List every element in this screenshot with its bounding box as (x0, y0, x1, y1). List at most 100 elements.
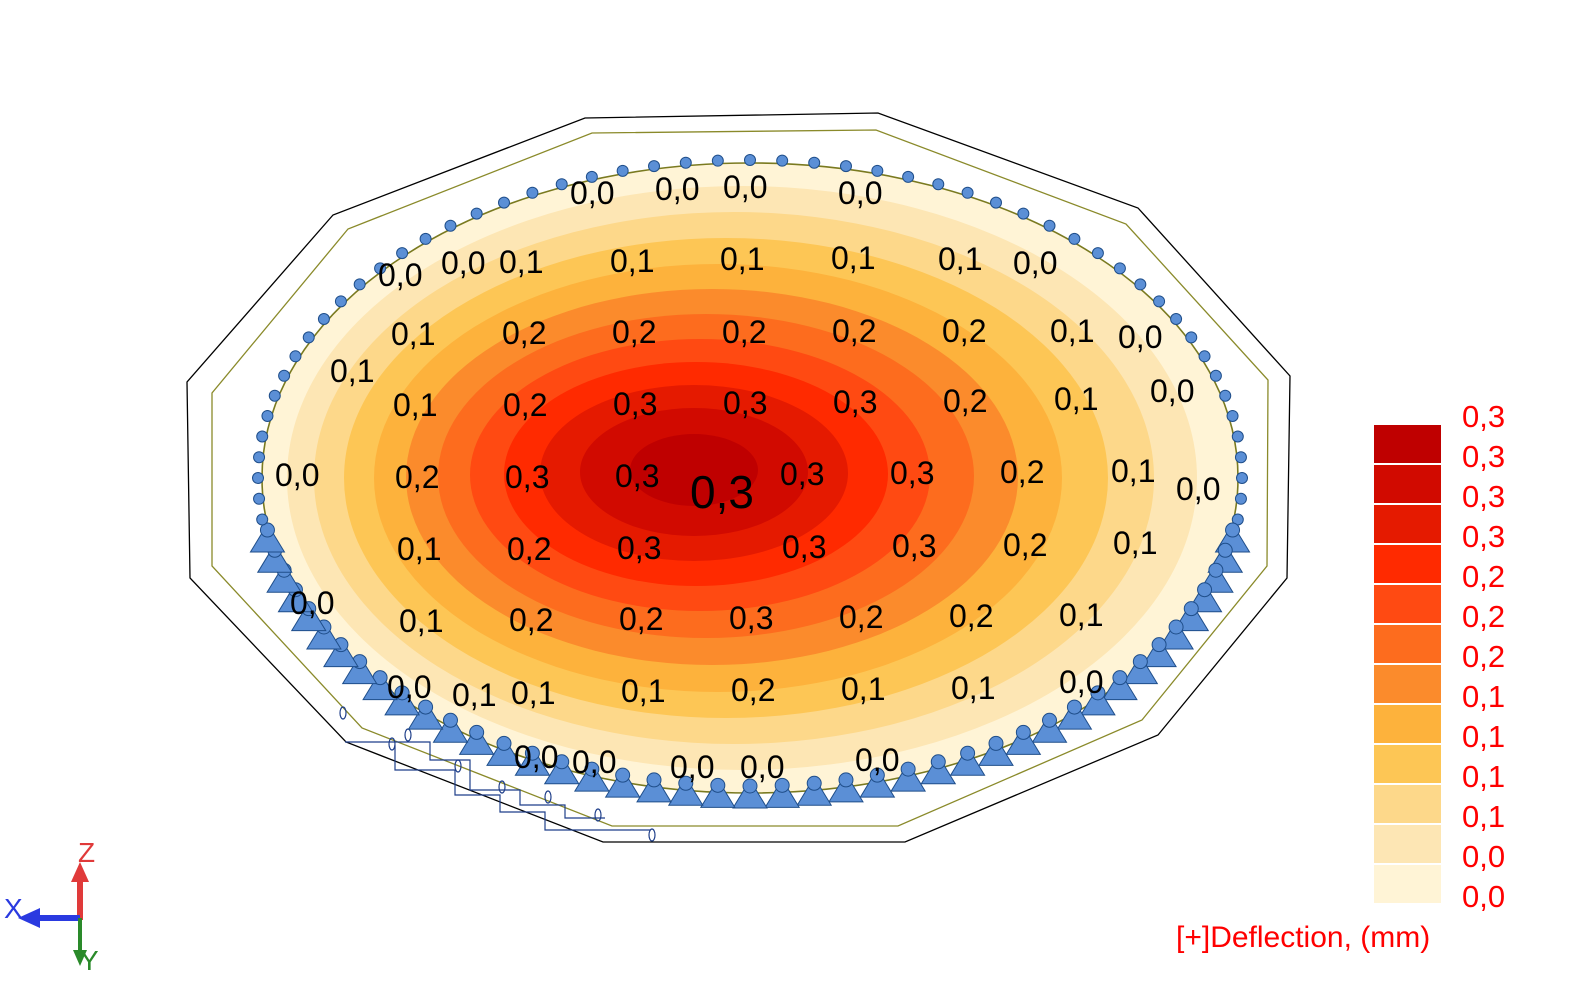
contour-label: 0,2 (942, 313, 986, 349)
contour-label: 0,2 (949, 598, 993, 634)
legend-swatch (1374, 625, 1441, 663)
support-marker (604, 767, 641, 798)
support-marker (555, 178, 568, 191)
contour-label: 0,1 (610, 243, 654, 279)
legend-label: 0,3 (1462, 439, 1506, 474)
axis-triad: Z X Y (4, 837, 99, 975)
support-marker (458, 724, 495, 755)
legend-label: 0,1 (1462, 759, 1506, 794)
contour-label: 0,2 (503, 387, 547, 423)
support-marker (949, 745, 986, 776)
contour-label: 0,2 (612, 314, 656, 350)
contour-label: 0,1 (1113, 525, 1157, 561)
legend-swatch (1374, 865, 1441, 903)
support-marker (1170, 313, 1183, 325)
support-marker (1185, 331, 1198, 344)
contour-label: 0,1 (621, 673, 665, 709)
support-marker (253, 451, 266, 464)
support-marker (268, 389, 281, 402)
support-marker (808, 156, 821, 169)
support-marker (302, 331, 315, 344)
legend-label: 0,1 (1462, 679, 1506, 714)
support-marker (859, 767, 896, 798)
support-marker (374, 262, 387, 275)
contour-label: 0,1 (1054, 381, 1098, 417)
contour-label: 0,3 (780, 456, 824, 492)
contour-label: 0,1 (938, 241, 982, 277)
legend-swatch (1374, 745, 1441, 783)
contour-label: 0,3 (890, 455, 934, 491)
legend-label: 0,2 (1462, 559, 1506, 594)
contour-label: 0,3 (615, 458, 659, 494)
deflection-contours (262, 163, 1238, 793)
support-markers (249, 154, 1251, 809)
legend-title: [+]Deflection, (mm) (1176, 921, 1431, 954)
support-marker (764, 777, 801, 808)
support-marker (470, 207, 483, 220)
support-marker (249, 522, 286, 553)
contour-label: 0,1 (841, 671, 885, 707)
support-marker (278, 369, 291, 382)
support-marker (1158, 619, 1194, 650)
contour-label: 0,1 (511, 675, 555, 711)
contour-label: 0,3 (729, 600, 773, 636)
support-marker (990, 196, 1002, 209)
support-marker (432, 712, 469, 743)
contour-label: 0,0 (723, 169, 767, 205)
support-marker (1219, 389, 1232, 402)
support-marker (890, 761, 927, 792)
legend-swatch (1374, 425, 1441, 463)
contour-label: 0,2 (832, 313, 876, 349)
support-marker (498, 196, 510, 209)
legend-swatch (1374, 785, 1441, 823)
support-marker (1091, 247, 1104, 260)
support-marker (1068, 232, 1081, 245)
contour-label: 0,0 (378, 257, 422, 293)
support-marker (1226, 409, 1239, 422)
support-marker (828, 772, 864, 803)
support-marker (1080, 685, 1116, 716)
support-marker (871, 164, 884, 177)
contour-label: 0,0 (290, 585, 334, 621)
contour-label: 0,3 (782, 529, 826, 565)
contour-label: 0,1 (951, 670, 995, 706)
support-marker (616, 164, 629, 177)
legend-swatch (1374, 585, 1441, 623)
support-marker (920, 754, 957, 785)
legend-swatch (1374, 665, 1441, 703)
support-marker (978, 735, 1014, 766)
support-marker (776, 154, 789, 167)
support-marker (384, 685, 420, 716)
contour-label: 0,1 (1111, 453, 1155, 489)
legend-label: 0,1 (1462, 719, 1506, 754)
support-marker (444, 219, 457, 232)
legend-label: 0,3 (1462, 519, 1506, 554)
support-marker (526, 186, 539, 199)
contour-label: 0,0 (572, 744, 616, 780)
legend-swatch (1374, 825, 1441, 863)
contour-label: 0,2 (839, 599, 883, 635)
support-marker (1234, 492, 1247, 505)
y-axis-arrowhead (73, 950, 87, 966)
support-marker (1043, 219, 1056, 232)
support-marker (396, 247, 409, 260)
contour-label: 0,0 (670, 749, 714, 785)
contour-label: 0,0 (387, 669, 431, 705)
contour-label: 0,1 (831, 240, 875, 276)
support-marker (636, 772, 672, 803)
legend-swatch (1374, 465, 1441, 503)
contour-label: 0,3 (833, 384, 877, 420)
legend-swatch (1374, 705, 1441, 743)
support-marker (289, 350, 302, 363)
contour-label: 0,0 (1176, 471, 1220, 507)
contour-label: 0,0 (1059, 664, 1103, 700)
support-marker (1234, 451, 1247, 464)
support-marker (1198, 350, 1211, 363)
support-marker (796, 775, 833, 806)
contour-label: 0,1 (393, 387, 437, 423)
contour-label: 0,2 (507, 531, 551, 567)
y-axis-label: Y (80, 945, 99, 975)
contour-band (630, 434, 758, 506)
contour-label: 0,1 (397, 531, 441, 567)
